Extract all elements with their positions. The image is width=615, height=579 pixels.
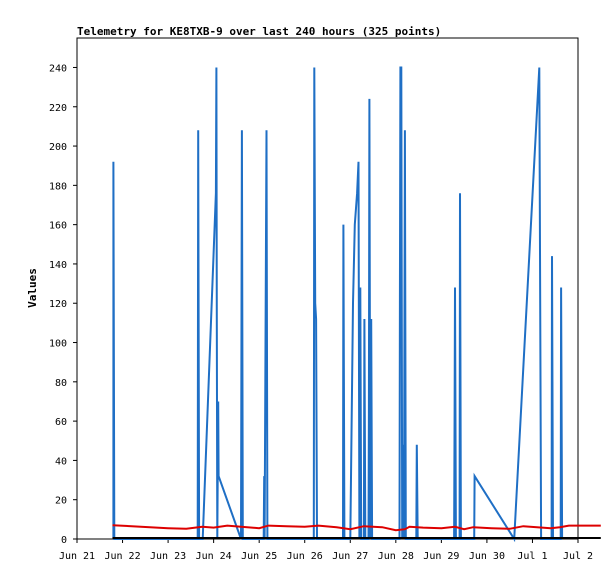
y-tick-label: 200 xyxy=(49,142,67,153)
plot-area xyxy=(76,37,579,540)
series-line-1 xyxy=(112,66,564,543)
x-tick-label: Jun 22 xyxy=(104,551,140,562)
y-axis-label: Values xyxy=(26,268,39,308)
x-tick-label: Jun 25 xyxy=(241,551,277,562)
y-tick-label: 220 xyxy=(49,103,67,114)
y-axis: 0 20 40 60 80 100 120 140 160 180 200 220 240 xyxy=(49,63,77,546)
x-tick-label: Jun 27 xyxy=(332,551,368,562)
x-axis: Jun 21 Jun 22 Jun 23 Jun 24 Jun 25 Jun 26 Jun … xyxy=(59,539,593,562)
y-tick-label: 40 xyxy=(55,456,67,467)
y-tick-label: 160 xyxy=(49,221,67,232)
x-tick-label: Jul 2 xyxy=(563,551,593,562)
y-tick-label: 180 xyxy=(49,181,67,192)
series-line-2 xyxy=(112,524,601,532)
x-tick-label: Jun 28 xyxy=(378,551,414,562)
y-tick-label: 100 xyxy=(49,339,67,350)
x-tick-label: Jun 23 xyxy=(150,551,186,562)
x-tick-label: Jul 1 xyxy=(517,551,547,562)
y-tick-label: 120 xyxy=(49,299,67,310)
x-tick-label: Jun 24 xyxy=(196,551,232,562)
y-tick-label: 80 xyxy=(55,378,67,389)
y-tick-label: 60 xyxy=(55,417,67,428)
series-layer xyxy=(112,66,601,543)
x-tick-label: Jun 30 xyxy=(469,551,505,562)
x-tick-label: Jun 26 xyxy=(287,551,323,562)
x-tick-label: Jun 29 xyxy=(423,551,459,562)
y-tick-label: 240 xyxy=(49,63,67,74)
y-tick-label: 20 xyxy=(55,496,67,507)
y-tick-label: 0 xyxy=(61,535,67,546)
x-tick-label: Jun 21 xyxy=(59,551,95,562)
chart-title: Telemetry for KE8TXB-9 over last 240 hou… xyxy=(77,25,441,38)
y-tick-label: 140 xyxy=(49,260,67,271)
